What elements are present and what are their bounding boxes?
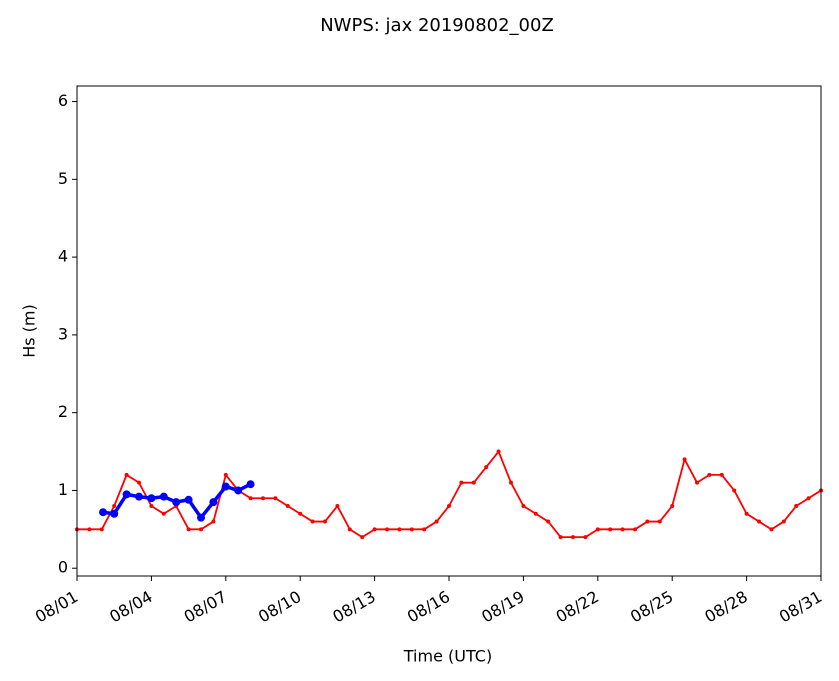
series-marker: [211, 519, 216, 524]
x-tick-label: 08/01: [32, 587, 81, 627]
series-marker: [186, 527, 191, 532]
series-marker: [135, 492, 143, 501]
series-marker: [298, 511, 303, 516]
x-tick-label: 08/28: [701, 587, 750, 627]
series-marker: [223, 472, 228, 477]
series-marker: [620, 527, 625, 532]
series-marker: [571, 535, 575, 540]
series-marker: [707, 472, 712, 477]
series-marker: [558, 535, 563, 540]
series-marker: [397, 527, 402, 532]
y-tick-label: 0: [58, 558, 68, 577]
plot-frame: [76, 85, 822, 577]
series-marker: [248, 496, 253, 501]
series-marker: [221, 482, 230, 491]
series-marker: [484, 465, 489, 470]
series-marker: [459, 480, 464, 485]
series-marker: [471, 480, 476, 485]
series-marker: [806, 496, 811, 501]
series-marker: [757, 519, 761, 524]
series-marker: [732, 488, 737, 493]
series-marker: [347, 527, 352, 532]
series-marker: [149, 504, 154, 508]
series-marker: [447, 504, 451, 508]
series-marker: [794, 504, 799, 508]
x-tick-label: 08/19: [478, 587, 527, 627]
y-tick-label: 1: [58, 480, 68, 499]
series-marker: [184, 495, 193, 504]
series-marker: [112, 504, 117, 508]
series-marker: [434, 519, 439, 524]
series-marker: [124, 472, 129, 477]
chart-title: NWPS: jax 20190802_00Z: [320, 15, 554, 36]
series-marker: [372, 527, 377, 532]
series-marker: [99, 508, 108, 517]
y-tick-label: 6: [58, 91, 68, 110]
series-marker: [99, 527, 104, 532]
y-tick-label: 4: [58, 247, 68, 266]
x-tick-label: 08/16: [404, 587, 453, 627]
series-marker: [744, 511, 749, 516]
series-marker: [595, 527, 600, 532]
series-marker: [608, 527, 613, 532]
series-marker: [583, 535, 588, 540]
series-marker: [385, 527, 389, 532]
series-marker: [509, 480, 513, 485]
series-marker: [546, 519, 551, 524]
series-marker: [769, 527, 774, 532]
series-marker: [781, 519, 786, 524]
series-marker: [323, 519, 327, 524]
x-tick-label: 08/31: [776, 587, 825, 627]
series-marker: [496, 449, 501, 454]
y-tick-label: 3: [58, 324, 68, 343]
series-marker: [719, 472, 724, 477]
series-marker: [246, 480, 255, 489]
x-tick-label: 08/04: [106, 587, 155, 627]
x-tick-label: 08/22: [553, 587, 602, 627]
series-marker: [147, 494, 156, 503]
series-marker: [682, 457, 687, 462]
series-marker: [261, 496, 265, 501]
series-marker: [197, 513, 205, 522]
series-line: [77, 450, 822, 539]
series-marker: [360, 535, 365, 540]
x-tick-label: 08/10: [255, 587, 304, 627]
series-marker: [122, 490, 131, 499]
x-tick-label: 08/07: [181, 587, 230, 627]
y-tick-label: 5: [58, 169, 68, 188]
series-marker: [273, 496, 278, 501]
series-marker: [199, 527, 203, 532]
series-marker: [209, 498, 218, 507]
series-marker: [285, 504, 290, 508]
y-tick-label: 2: [58, 402, 68, 421]
series-marker: [310, 519, 315, 524]
series-marker: [137, 480, 141, 485]
series-marker: [172, 498, 181, 507]
series-marker: [533, 511, 538, 516]
series-marker: [645, 519, 650, 524]
series-marker: [234, 486, 243, 495]
series-marker: [335, 504, 340, 508]
series-marker: [670, 504, 675, 508]
series-marker: [521, 504, 526, 508]
series-marker: [161, 511, 166, 516]
series-marker: [422, 527, 427, 532]
series-marker: [159, 492, 168, 501]
series-marker: [110, 509, 119, 518]
series-marker: [695, 480, 699, 485]
series-marker: [657, 519, 662, 524]
x-tick-label: 08/25: [627, 587, 676, 627]
x-axis-label: Time (UTC): [403, 647, 492, 666]
series-marker: [409, 527, 414, 532]
series-marker: [87, 527, 92, 532]
x-tick-label: 08/13: [329, 587, 378, 627]
y-axis-label: Hs (m): [20, 304, 39, 358]
series-marker: [633, 527, 637, 532]
